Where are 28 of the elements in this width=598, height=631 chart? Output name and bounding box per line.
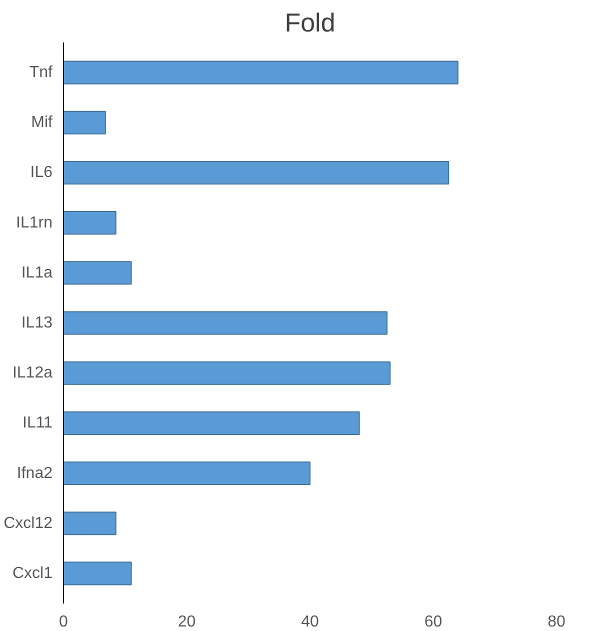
- bar: [64, 411, 360, 435]
- y-tick-label: Cxcl12: [4, 514, 53, 532]
- y-tick-label: IL12a: [12, 364, 53, 382]
- bar: [64, 211, 116, 235]
- y-tick-label: IL13: [21, 314, 53, 332]
- x-tick-label: 20: [178, 614, 196, 630]
- chart-title: Fold: [284, 8, 336, 38]
- bar: [64, 512, 116, 536]
- x-tick-label: 80: [548, 614, 566, 630]
- bar: [64, 361, 391, 385]
- x-tick-label: 60: [424, 614, 442, 630]
- bar: [64, 462, 310, 486]
- bar: [64, 261, 132, 285]
- bar: [64, 160, 450, 184]
- y-tick-label: Mif: [31, 114, 54, 132]
- x-tick-label: 40: [301, 614, 319, 630]
- y-tick-label: Tnf: [29, 64, 54, 82]
- y-tick-label: Ifna2: [16, 464, 53, 482]
- y-tick-label: IL6: [30, 164, 53, 182]
- x-tick-label: 0: [59, 614, 68, 630]
- y-tick-label: IL1a: [21, 264, 53, 282]
- bar: [64, 311, 388, 335]
- y-tick-label: Cxcl1: [12, 564, 53, 582]
- bar: [64, 60, 458, 84]
- y-tick-label: IL11: [22, 414, 53, 432]
- y-tick-label: IL1rn: [16, 214, 52, 232]
- bar: [64, 110, 106, 134]
- bar: [64, 562, 132, 586]
